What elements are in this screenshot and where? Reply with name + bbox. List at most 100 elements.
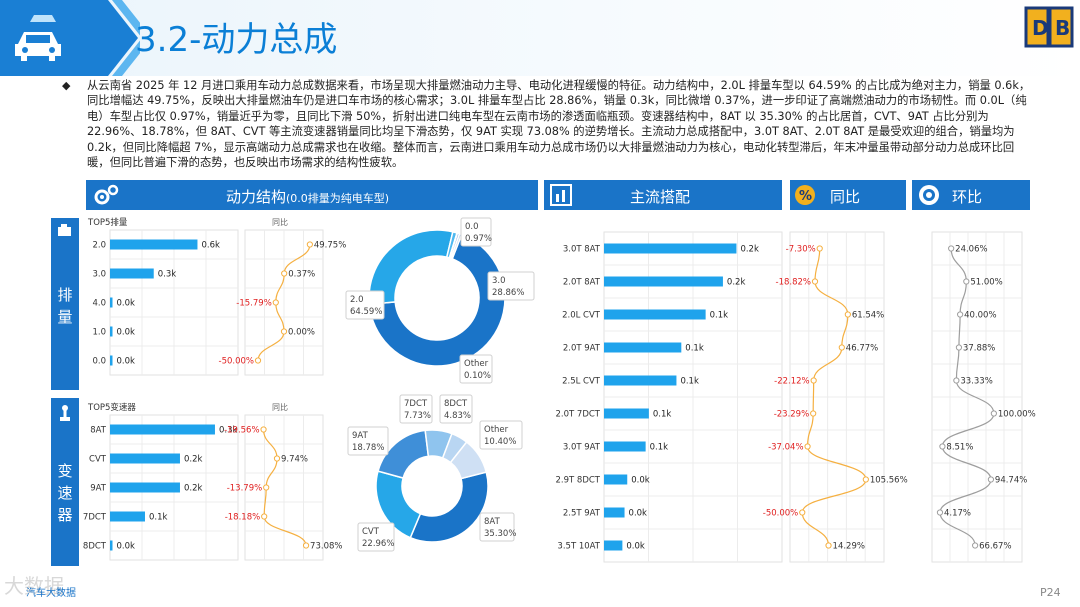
data-point: [272, 299, 279, 306]
category-label: 0.0: [92, 357, 106, 367]
category-label: 2.0T 8AT: [563, 278, 601, 288]
bar-value-label: 0.0k: [117, 299, 136, 309]
donut-value-label: 64.59%: [350, 307, 382, 317]
bar-value-label: 0.3k: [158, 270, 177, 280]
donut-label-box: [357, 522, 395, 552]
category-label: 3.0T 9AT: [563, 443, 601, 453]
bar-value-label: 0.2k: [184, 455, 203, 465]
bar: [604, 309, 706, 320]
bar-value-label: 0.1k: [650, 443, 669, 453]
displacement-tab: 排量: [51, 218, 79, 390]
point-value-label: 61.54%: [852, 311, 884, 321]
bar-value-label: 0.2k: [727, 278, 746, 288]
category-label: 2.9T 8DCT: [556, 476, 601, 486]
donut-category-label: 8DCT: [444, 399, 468, 409]
bar: [110, 511, 145, 522]
bar: [604, 342, 682, 353]
donut-label-box: [399, 394, 433, 424]
point-value-label: 37.88%: [963, 344, 995, 354]
combo-title: 主流搭配: [630, 188, 691, 206]
donut-category-label: 0.0: [465, 222, 479, 232]
data-point: [261, 513, 268, 520]
donut-value-label: 35.30%: [484, 529, 516, 539]
bar-value-label: 0.0k: [629, 509, 648, 519]
bar: [110, 326, 113, 337]
data-point: [825, 542, 832, 549]
bar-value-label: 0.2k: [184, 484, 203, 494]
point-value-label: -23.29%: [774, 410, 809, 420]
donut-label-box: [347, 426, 389, 456]
header-band: [0, 0, 1080, 76]
point-value-label: 8.51%: [946, 443, 973, 453]
summary-bullet: ◆: [62, 79, 71, 92]
data-point: [302, 542, 310, 549]
bar-value-label: 0.0k: [117, 357, 136, 367]
svg-text:D: D: [1032, 16, 1049, 40]
donut-label-box: [439, 394, 473, 424]
data-point: [957, 311, 964, 318]
donut-category-label: 8AT: [484, 517, 501, 527]
data-point: [281, 270, 288, 277]
point-value-label: 33.33%: [960, 377, 992, 387]
donut-category-label: 7DCT: [404, 399, 428, 409]
trans_yoy-title: 同比: [272, 402, 288, 412]
data-point: [273, 455, 281, 462]
bar-value-label: 0.0k: [631, 476, 650, 486]
data-point: [990, 410, 997, 417]
yoy-header: % 同比: [790, 180, 906, 210]
combo-header: 主流搭配: [544, 180, 782, 210]
donut-value-label: 7.73%: [404, 411, 431, 421]
disp_bar-title: TOP5排量: [87, 217, 128, 228]
donut-category-label: 2.0: [350, 295, 364, 305]
donut-value-label: 0.10%: [464, 371, 491, 381]
donut-label-box: [459, 354, 493, 384]
bar-value-label: 0.6k: [201, 241, 220, 251]
engine-icon: [58, 224, 71, 236]
data-point: [280, 328, 288, 335]
bar-chart-icon: [550, 184, 572, 206]
data-point: [816, 245, 823, 252]
donut-slice: [449, 440, 488, 480]
point-value-label: 73.08%: [310, 542, 342, 552]
target-icon: [919, 185, 939, 205]
donut-label-box: [479, 420, 523, 450]
combo_mom-line: [939, 248, 995, 546]
bar-value-label: 0.1k: [653, 410, 672, 420]
category-label: 2.0T 7DCT: [556, 410, 601, 420]
mom-header: 环比: [912, 180, 1030, 210]
point-value-label: -7.30%: [786, 245, 816, 255]
page-title: 3.2-动力总成: [135, 20, 338, 60]
db-logo-icon: D B: [1024, 6, 1074, 48]
summary-text: 从云南省 2025 年 12 月进口乘用车动力总成数据来看，市场呈现大排量燃油动…: [87, 79, 1031, 170]
bar-value-label: 0.0k: [626, 542, 645, 552]
mom-title: 环比: [952, 188, 983, 206]
point-value-label: 40.00%: [964, 311, 996, 321]
bar: [604, 507, 625, 518]
bar: [604, 408, 649, 419]
gear-shift-icon: [60, 405, 70, 421]
yoy-title: 同比: [830, 188, 861, 206]
transmission-tab: 变速器: [51, 398, 79, 566]
bar: [604, 474, 628, 485]
donut-value-label: 10.40%: [484, 437, 516, 447]
disp_yoy-title: 同比: [272, 217, 288, 227]
donut-slice: [368, 233, 506, 367]
bar: [110, 453, 180, 464]
svg-text:B: B: [1055, 16, 1070, 40]
bar: [110, 239, 198, 250]
bar-value-label: 0.0k: [117, 542, 136, 552]
donut-label-box: [479, 512, 515, 542]
category-label: 2.5T 9AT: [563, 509, 601, 519]
bar-value-label: 0.0k: [117, 328, 136, 338]
bar: [604, 243, 737, 254]
donut-value-label: 28.86%: [492, 288, 524, 298]
bar: [604, 441, 646, 452]
donut-label-box: [460, 217, 492, 247]
donut-category-label: 3.0: [492, 276, 506, 286]
watermark-sub: 汽车大数据: [26, 588, 76, 599]
bar: [110, 482, 180, 493]
power-structure-header: 动力结构(0.0排量为纯电车型): [86, 180, 538, 210]
data-point: [838, 344, 845, 351]
